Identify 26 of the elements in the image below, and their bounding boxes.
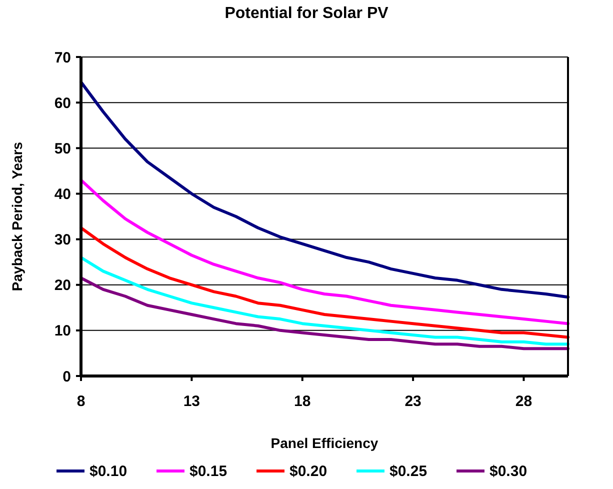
- y-tick-label: 30: [54, 232, 71, 249]
- x-axis-title: Panel Efficiency: [270, 435, 378, 451]
- x-tick-label: 23: [404, 393, 422, 410]
- line-series: [80, 276, 570, 350]
- line-series: [80, 226, 570, 339]
- y-tick-label: 70: [54, 49, 71, 66]
- x-tick-label: 18: [294, 393, 311, 410]
- y-tick-label: 10: [54, 322, 71, 340]
- y-tick-label: 50: [54, 140, 71, 158]
- chart-title: Potential for Solar PV: [224, 5, 389, 22]
- legend-label: $0.15: [190, 463, 228, 480]
- legend-label: $0.25: [390, 463, 428, 480]
- line-series: [80, 256, 570, 346]
- y-tick-label: 0: [62, 368, 71, 386]
- x-tick-label: 28: [515, 393, 532, 410]
- y-tick-label: 40: [54, 186, 71, 203]
- y-axis-title: Payback Period, Years: [9, 142, 25, 292]
- legend-label: $0.10: [90, 463, 128, 480]
- legend-label: $0.20: [290, 463, 328, 480]
- x-tick-label: 13: [183, 393, 200, 410]
- y-tick-label: 20: [54, 277, 71, 294]
- legend-label: $0.30: [490, 463, 528, 480]
- line-series: [80, 80, 570, 299]
- x-tick-label: 8: [76, 393, 86, 410]
- y-tick-label: 60: [54, 94, 71, 112]
- line-series: [80, 178, 570, 326]
